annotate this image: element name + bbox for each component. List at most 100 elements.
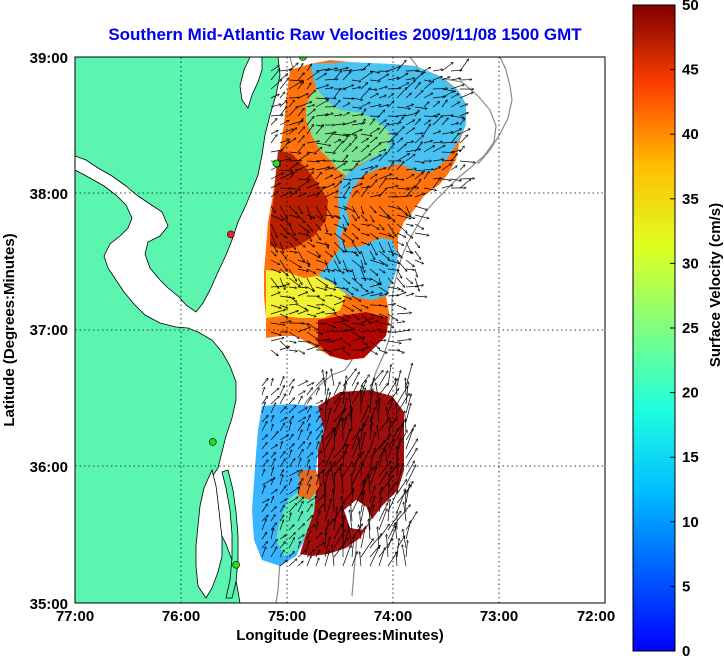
velocity-vector [261,504,267,513]
velocity-vector [351,552,357,567]
velocity-vector [351,277,362,286]
velocity-vector [315,259,327,264]
velocity-vector [378,232,391,236]
velocity-vector [334,429,335,450]
velocity-vector [288,444,294,450]
velocity-vector [333,214,340,219]
velocity-vector [387,214,395,222]
velocity-vector [306,64,312,72]
velocity-vector [270,322,285,325]
velocity-vector [360,205,364,214]
velocity-vector [324,430,334,450]
velocity-vector [432,114,440,117]
velocity-vector [279,459,285,468]
velocity-vector [405,214,415,219]
velocity-vector [270,378,273,387]
velocity-vector [405,465,416,486]
velocity-vector [360,154,371,162]
velocity-vector [369,422,372,441]
velocity-vector [342,515,345,531]
velocity-vector [325,533,326,549]
velocity-vector [414,110,419,117]
x-axis-label: Longitude (Degrees:Minutes) [236,627,444,644]
velocity-vector [297,102,312,108]
velocity-vector [279,321,291,324]
velocity-vector [360,88,371,99]
velocity-vector [333,141,343,153]
velocity-vector [387,511,401,531]
velocity-vector [369,137,377,144]
velocity-vector [288,350,297,351]
velocity-vector [315,268,325,271]
velocity-vector [297,108,304,117]
velocity-vector [261,460,268,468]
velocity-vector [396,179,404,180]
velocity-vector [378,304,387,307]
velocity-vector [396,371,401,387]
velocity-vector [279,139,290,144]
velocity-vector [387,304,396,305]
velocity-vector [405,80,415,90]
velocity-vector [351,214,356,220]
velocity-vector [279,423,285,432]
velocity-vector [333,205,347,209]
velocity-vector [297,304,307,309]
velocity-vector [288,214,299,217]
velocity-vector [360,405,369,423]
velocity-vector [261,435,267,441]
velocity-vector [324,250,332,257]
velocity-vector [387,365,391,387]
velocity-vector [288,450,292,459]
velocity-vector [360,347,369,351]
velocity-vector [405,169,416,171]
velocity-vector [396,241,404,245]
velocity-vector [405,448,417,468]
velocity-vector [342,475,343,495]
velocity-vector [369,119,375,126]
velocity-vector [349,393,353,414]
velocity-vector [369,250,375,260]
velocity-vector [360,286,368,292]
velocity-vector [360,451,369,468]
velocity-vector [396,313,411,314]
velocity-vector [270,292,280,297]
velocity-vector [369,461,378,477]
velocity-vector [288,405,296,414]
velocity-vector [261,499,269,504]
velocity-vector [297,136,304,144]
velocity-vector [279,69,292,72]
north-field-cyan [310,62,466,300]
velocity-vector [315,205,322,218]
velocity-vector [297,268,308,271]
velocity-vector [378,141,394,144]
velocity-vector [297,250,304,262]
velocity-vector [405,482,413,495]
velocity-vector [387,94,393,99]
velocity-vector [351,452,364,468]
velocity-vector [396,424,403,441]
y-axis-label: Latitude (Degrees:Minutes) [1,233,18,426]
velocity-vector [297,232,309,235]
velocity-vector [360,318,374,324]
velocity-vector [351,137,357,144]
velocity-vector [306,232,312,241]
velocity-vector [450,94,459,99]
velocity-vector [270,150,283,153]
velocity-vector [270,173,283,180]
velocity-vector [279,173,293,180]
velocity-vector [378,487,382,504]
velocity-vector [405,293,413,297]
velocity-vector [459,92,473,99]
velocity-vector [279,515,284,522]
velocity-vector [432,131,440,135]
velocity-vector [441,152,454,153]
velocity-vector [396,106,410,109]
velocity-vector [369,259,384,264]
velocity-vector [315,484,321,495]
velocity-vector [324,313,336,314]
velocity-vector [315,504,325,513]
velocity-vector [414,259,423,264]
velocity-vector [342,232,354,242]
velocity-vector [315,533,322,540]
velocity-vector [351,304,362,311]
